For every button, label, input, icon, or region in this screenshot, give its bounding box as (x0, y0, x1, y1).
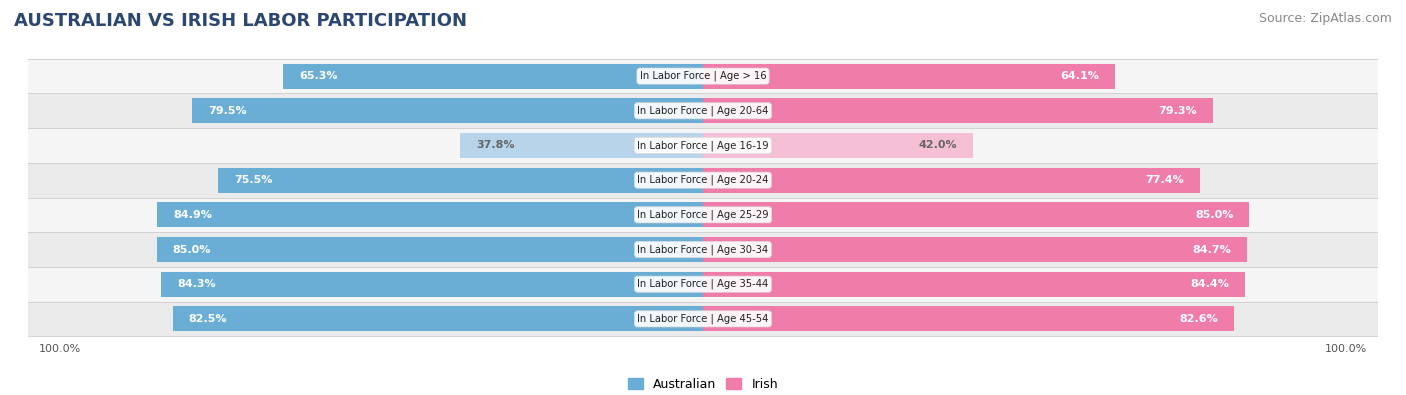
Text: 85.0%: 85.0% (173, 245, 211, 254)
Text: 42.0%: 42.0% (918, 141, 957, 150)
Text: 64.1%: 64.1% (1060, 71, 1099, 81)
Bar (703, 307, 1234, 331)
Bar (218, 167, 703, 193)
Text: 65.3%: 65.3% (299, 71, 337, 81)
Bar (156, 237, 703, 262)
Bar (193, 98, 703, 123)
Bar (703, 272, 1246, 297)
Text: 84.4%: 84.4% (1191, 279, 1229, 289)
Bar (28, 301, 1378, 336)
Text: 75.5%: 75.5% (233, 175, 273, 185)
Bar (703, 133, 973, 158)
Text: 79.5%: 79.5% (208, 106, 246, 116)
Bar (173, 307, 703, 331)
Text: 79.3%: 79.3% (1159, 106, 1197, 116)
Text: 84.9%: 84.9% (173, 210, 212, 220)
Bar (28, 59, 1378, 94)
Legend: Australian, Irish: Australian, Irish (623, 373, 783, 395)
Text: 82.5%: 82.5% (188, 314, 228, 324)
Text: In Labor Force | Age 20-24: In Labor Force | Age 20-24 (637, 175, 769, 185)
Text: 84.3%: 84.3% (177, 279, 217, 289)
Text: In Labor Force | Age 20-64: In Labor Force | Age 20-64 (637, 105, 769, 116)
Text: In Labor Force | Age > 16: In Labor Force | Age > 16 (640, 71, 766, 81)
Text: 84.7%: 84.7% (1192, 245, 1232, 254)
Bar (157, 202, 703, 228)
Text: In Labor Force | Age 25-29: In Labor Force | Age 25-29 (637, 210, 769, 220)
Bar (283, 64, 703, 88)
Text: In Labor Force | Age 45-54: In Labor Force | Age 45-54 (637, 314, 769, 324)
Text: Source: ZipAtlas.com: Source: ZipAtlas.com (1258, 12, 1392, 25)
Text: 82.6%: 82.6% (1180, 314, 1218, 324)
Text: AUSTRALIAN VS IRISH LABOR PARTICIPATION: AUSTRALIAN VS IRISH LABOR PARTICIPATION (14, 12, 467, 30)
Bar (28, 267, 1378, 301)
Text: 85.0%: 85.0% (1195, 210, 1233, 220)
Bar (703, 64, 1115, 88)
Bar (703, 237, 1247, 262)
Bar (703, 167, 1201, 193)
Text: In Labor Force | Age 30-34: In Labor Force | Age 30-34 (637, 244, 769, 255)
Text: 77.4%: 77.4% (1146, 175, 1184, 185)
Bar (28, 128, 1378, 163)
Text: In Labor Force | Age 35-44: In Labor Force | Age 35-44 (637, 279, 769, 290)
Text: In Labor Force | Age 16-19: In Labor Force | Age 16-19 (637, 140, 769, 151)
Bar (703, 98, 1213, 123)
Bar (703, 202, 1250, 228)
Bar (28, 232, 1378, 267)
Bar (162, 272, 703, 297)
Bar (28, 198, 1378, 232)
Text: 37.8%: 37.8% (477, 141, 515, 150)
Bar (28, 163, 1378, 198)
Bar (460, 133, 703, 158)
Bar (28, 94, 1378, 128)
